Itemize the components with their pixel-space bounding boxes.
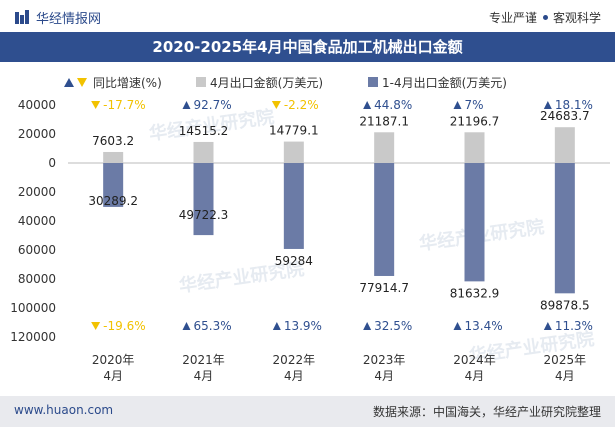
bar-ytd-4: [464, 163, 485, 282]
data-label-april-1: 14515.2: [179, 124, 229, 138]
bar-ytd-1: [193, 163, 214, 236]
x-tick-label-year: 2021年: [182, 353, 225, 367]
y-tick-label: 80000: [18, 272, 56, 286]
growth-ytd-label: 11.3%: [555, 319, 593, 333]
x-tick-label-month: 4月: [555, 369, 575, 383]
growth-ytd-label: 65.3%: [194, 319, 232, 333]
y-tick-label: 40000: [18, 98, 56, 112]
x-tick-label-year: 2023年: [363, 353, 406, 367]
growth-april-label: 7%: [465, 98, 484, 112]
growth-ytd-up-icon: [363, 322, 372, 330]
bar-ytd-3: [374, 163, 395, 276]
data-label-april-0: 7603.2: [92, 134, 134, 148]
chart-area: 华经产业研究院华经产业研究院华经产业研究院华经产业研究院同比增速(%)4月出口金…: [10, 75, 610, 383]
legend-growth-label: 同比增速(%): [93, 76, 162, 90]
data-label-ytd-4: 81632.9: [450, 286, 500, 300]
x-tick-label-month: 4月: [465, 369, 485, 383]
growth-ytd-up-icon: [543, 322, 552, 330]
brand: 华经情报网: [14, 8, 101, 27]
footer: www.huaon.com 数据来源：中国海关，华经产业研究院整理: [0, 396, 615, 427]
data-label-ytd-5: 89878.5: [540, 298, 590, 312]
bar-ytd-5: [554, 163, 575, 294]
data-label-ytd-1: 49722.3: [179, 208, 229, 222]
growth-april-up-icon: [453, 101, 462, 109]
y-tick-label: 20000: [18, 127, 56, 141]
growth-ytd-label: 13.9%: [284, 319, 322, 333]
legend-ytd-label: 1-4月出口金额(万美元): [382, 75, 507, 90]
data-label-ytd-0: 30289.2: [88, 194, 138, 208]
growth-ytd-up-icon: [272, 322, 281, 330]
x-tick-label-month: 4月: [374, 369, 394, 383]
tag-objective: 客观科学: [552, 11, 601, 25]
bar-ytd-2: [283, 163, 304, 249]
bar-april-5: [554, 127, 575, 163]
top-bar: 华经情报网 专业严谨 客观科学: [0, 0, 615, 32]
growth-ytd-label: 32.5%: [374, 319, 412, 333]
y-tick-label: 100000: [10, 301, 56, 315]
bar-april-1: [193, 141, 214, 163]
data-label-april-3: 21187.1: [359, 114, 409, 128]
legend-down-triangle-icon: [77, 78, 87, 87]
growth-april-down-icon: [91, 101, 101, 109]
data-label-april-5: 24683.7: [540, 109, 590, 123]
growth-april-up-icon: [182, 101, 191, 109]
growth-april-down-icon: [271, 101, 281, 109]
legend-ytd-swatch: [368, 77, 378, 87]
growth-ytd-down-icon: [91, 322, 101, 330]
x-tick-label-year: 2020年: [92, 353, 135, 367]
growth-april-label: 18.1%: [555, 98, 593, 112]
brand-logo-icon: [15, 9, 29, 24]
footer-source: 数据来源：中国海关，华经产业研究院整理: [372, 405, 601, 419]
y-tick-label: 60000: [18, 243, 56, 257]
growth-ytd-label: 13.4%: [465, 319, 503, 333]
footer-url[interactable]: www.huaon.com: [14, 403, 114, 417]
tagline: 专业严谨 客观科学: [489, 9, 601, 26]
data-label-ytd-3: 77914.7: [359, 281, 409, 295]
growth-ytd-up-icon: [453, 322, 462, 330]
bar-april-4: [464, 132, 485, 163]
legend-april-swatch: [196, 77, 206, 87]
bar-ytd-0: [103, 163, 124, 207]
y-tick-label: 120000: [10, 330, 56, 344]
tag-professional: 专业严谨: [488, 11, 537, 25]
growth-april-up-icon: [543, 101, 552, 109]
x-tick-label-year: 2025年: [544, 353, 587, 367]
growth-ytd-label: -19.6%: [103, 319, 145, 333]
data-label-ytd-2: 59284: [275, 254, 313, 268]
legend-up-triangle-icon: [64, 78, 74, 87]
dot-separator-icon: [542, 15, 548, 20]
chart-title: 2020-2025年4月中国食品加工机械出口金额: [0, 32, 615, 62]
growth-april-up-icon: [363, 101, 372, 109]
data-label-april-2: 14779.1: [269, 124, 319, 138]
y-tick-label: 20000: [18, 185, 56, 199]
growth-april-label: -2.2%: [284, 98, 319, 112]
bar-april-3: [374, 132, 395, 163]
bar-april-0: [103, 151, 124, 163]
x-tick-label-year: 2024年: [453, 353, 496, 367]
bar-april-2: [283, 141, 304, 163]
x-tick-label-month: 4月: [284, 369, 304, 383]
x-tick-label-month: 4月: [103, 369, 123, 383]
growth-ytd-up-icon: [182, 322, 191, 330]
x-tick-label-year: 2022年: [273, 353, 316, 367]
y-tick-label: 40000: [18, 214, 56, 228]
growth-april-label: 92.7%: [194, 98, 232, 112]
y-tick-label: 0: [48, 156, 56, 170]
growth-april-label: -17.7%: [103, 98, 145, 112]
x-tick-label-month: 4月: [194, 369, 214, 383]
brand-name: 华经情报网: [36, 12, 102, 27]
growth-april-label: 44.8%: [374, 98, 412, 112]
legend-april-label: 4月出口金额(万美元): [210, 75, 323, 90]
data-label-april-4: 21196.7: [450, 114, 500, 128]
